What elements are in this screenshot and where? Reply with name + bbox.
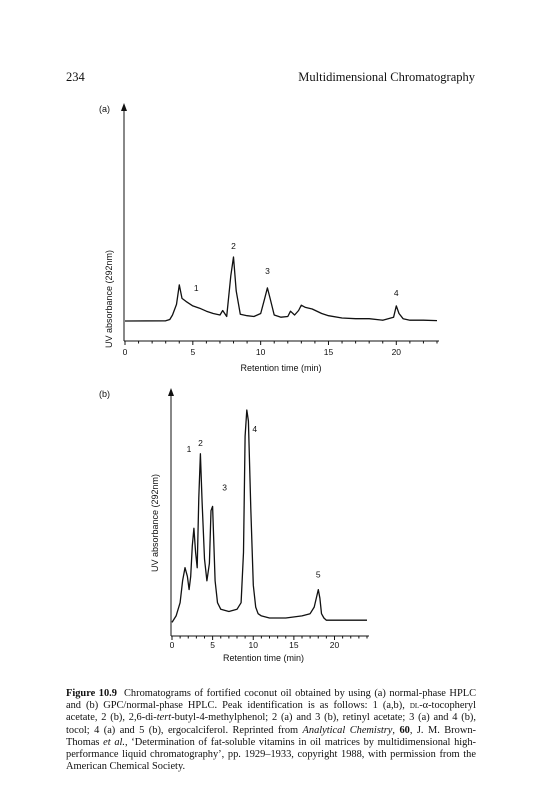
peak-label-1: 1 (187, 444, 192, 454)
chromatogram-a: 0 5 10 15 20 Retention time (min) UV absorbanc… (104, 103, 439, 373)
figure-caption: Figure 10.9 Chromatograms of fortified c… (66, 688, 476, 773)
chromatogram-trace (171, 409, 367, 623)
y-axis-arrow (168, 388, 174, 396)
peak-label-2: 2 (231, 241, 236, 251)
y-axis-arrow (121, 103, 127, 111)
chromatogram-trace (124, 256, 438, 322)
x-tick-label: 0 (170, 640, 175, 650)
x-tick-label: 0 (123, 347, 128, 357)
caption-text-2: -α-tocopheryl acetate, 2 (b), 2,6-di- (66, 700, 476, 724)
caption-journal: Analytical Chemistry (302, 724, 393, 736)
y-axis-title: UV absorbance (292nm) (150, 474, 160, 572)
x-tick-label: 10 (249, 640, 259, 650)
caption-text-1: Chromatograms of fortified coconut oil o… (66, 688, 476, 712)
caption-volume: 60 (399, 724, 410, 736)
peak-label-3: 3 (222, 482, 227, 492)
panel-label-b: (b) (99, 389, 110, 399)
x-axis-title: Retention time (min) (223, 653, 304, 663)
caption-tert: tert (156, 712, 172, 724)
x-tick-label: 20 (330, 640, 340, 650)
caption-text-4: , (392, 724, 400, 736)
x-axis-title: Retention time (min) (240, 363, 321, 373)
x-tick-label: 15 (289, 640, 299, 650)
caption-dl: dl (409, 700, 420, 712)
peak-label-1: 1 (194, 283, 199, 293)
peak-label-4: 4 (394, 288, 399, 298)
x-tick-label: 10 (256, 347, 266, 357)
running-head: Multidimensional Chromatography (298, 70, 475, 84)
panel-label-a: (a) (99, 104, 110, 114)
caption-text-3: -butyl-4-methylphenol; 2 (a) and 3 (b), … (66, 712, 476, 736)
page-number: 234 (66, 70, 85, 84)
x-tick-label: 20 (392, 347, 402, 357)
x-tick-label: 5 (190, 347, 195, 357)
x-tick-label: 5 (210, 640, 215, 650)
caption-etal: et al. (103, 736, 126, 748)
y-axis-title: UV absorbance (292nm) (104, 250, 114, 348)
caption-text-6: , ‘Determination of fat-soluble vitamins… (66, 736, 476, 773)
caption-text-5: , J. M. Brown-Thomas (66, 724, 476, 748)
peak-label-3: 3 (265, 266, 270, 276)
peak-label-4: 4 (252, 424, 257, 434)
figure-label: Figure 10.9 (66, 688, 117, 699)
x-tick-label: 15 (324, 347, 334, 357)
peak-label-5: 5 (316, 570, 321, 580)
peak-label-2: 2 (198, 438, 203, 448)
